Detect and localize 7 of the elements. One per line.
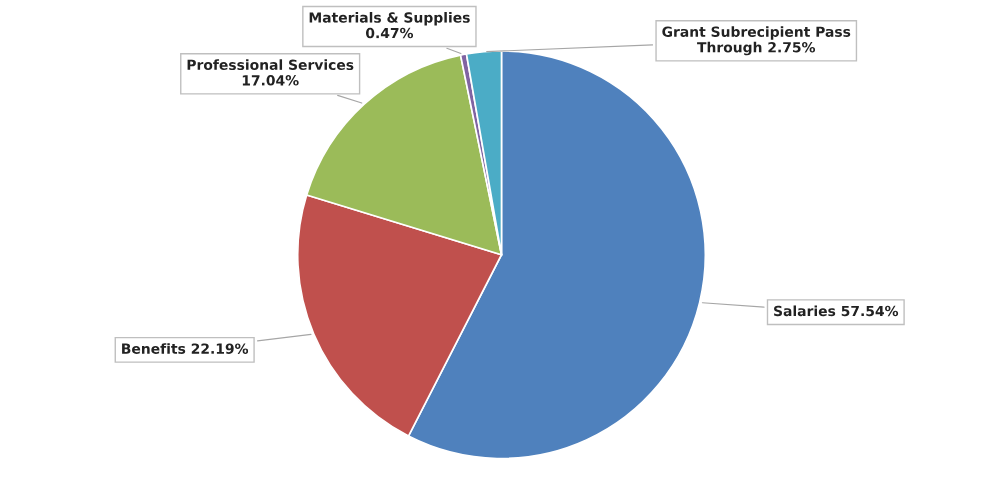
data-label: 17.04% (242, 75, 299, 86)
data-label: 0.47% (365, 27, 414, 39)
slice-label: Professional Services (187, 59, 354, 71)
slice-label: Materials & Supplies (309, 12, 470, 26)
slice-label: Benefits 22.19% (122, 343, 249, 354)
slice-label: Salaries 57.54% (774, 305, 899, 317)
slice-label: Grant Subrecipient Pass Through 2.75% (662, 26, 851, 56)
